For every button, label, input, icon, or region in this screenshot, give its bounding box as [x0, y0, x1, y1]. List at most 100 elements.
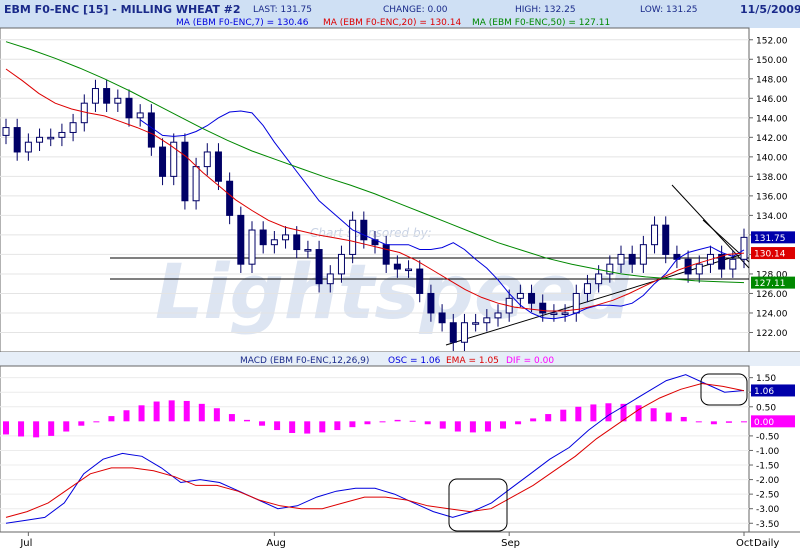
macd-histogram-bar [725, 421, 732, 423]
macd-histogram-bar [138, 405, 145, 422]
macd-dif-tag-box [751, 415, 795, 428]
macd-histogram-bar [153, 401, 160, 422]
macd-histogram-bar [530, 418, 537, 422]
macd-histogram-bar [259, 421, 266, 426]
macd-histogram-bar [198, 403, 205, 422]
macd-histogram-bar [183, 400, 190, 422]
macd-histogram-bar [228, 414, 235, 422]
candle [282, 234, 290, 241]
macd-histogram-bar [439, 421, 446, 429]
ma7-line [139, 110, 745, 320]
price-tick-label: 152.00 [756, 36, 788, 46]
candle [449, 322, 457, 343]
macd-histogram-bar [409, 420, 416, 422]
annotation-box-macd-high [700, 373, 748, 406]
ma50-price-tag-box [751, 276, 795, 289]
candle [192, 166, 200, 202]
candle [237, 214, 245, 265]
macd-tick-label: -0.50 [756, 432, 780, 442]
candle [583, 283, 591, 294]
macd-histogram-bar [123, 410, 130, 422]
x-tick-label: Oct [736, 538, 753, 549]
candle [729, 258, 737, 270]
candle [740, 236, 748, 260]
price-tick-label: 122.00 [756, 329, 788, 339]
candle [24, 141, 32, 153]
last-price: LAST: 131.75 [253, 5, 312, 15]
candle [159, 146, 167, 177]
macd-histogram-bar [289, 421, 296, 433]
candle [405, 268, 413, 272]
osc-legend: OSC = 1.06 [388, 356, 441, 366]
annotation-box-macd-low [448, 478, 508, 532]
macd-histogram-bar [18, 421, 25, 437]
price-tick-label: 144.00 [756, 114, 788, 124]
candle [360, 219, 368, 241]
price-panel [0, 27, 750, 353]
macd-panel [0, 365, 750, 533]
x-tick-label: Sep [501, 538, 520, 549]
macd-histogram-bar [93, 421, 100, 423]
macd-histogram-bar [620, 403, 627, 422]
candle [203, 151, 211, 168]
macd-histogram-bar [590, 404, 597, 422]
candle [662, 224, 670, 255]
candle [494, 312, 502, 319]
ma50-price-tag: 127.11 [754, 279, 786, 289]
macd-ema-line [5, 382, 745, 518]
candle [315, 249, 323, 285]
macd-tick-label: 0.50 [756, 403, 776, 413]
macd-tick-label: 1.50 [756, 374, 776, 384]
macd-histogram-bar [168, 400, 175, 422]
price-tick-label: 138.00 [756, 173, 788, 183]
candle [427, 292, 435, 314]
candle [36, 136, 44, 143]
ma20-legend: MA (EBM F0-ENC,20) = 130.14 [323, 18, 461, 28]
candle [617, 253, 625, 265]
candle [695, 263, 703, 275]
candle [550, 312, 558, 315]
candle [103, 88, 111, 104]
macd-histogram-bar [349, 421, 356, 428]
candle [628, 253, 636, 265]
macd-histogram-bar [605, 403, 612, 422]
macd-histogram-bar [364, 421, 371, 425]
last-price-tag-box [751, 231, 795, 244]
candle [718, 253, 726, 270]
candle [416, 268, 424, 294]
ma50-legend: MA (EBM F0-ENC,50) = 127.11 [472, 18, 610, 28]
price-tick-label: 142.00 [756, 134, 788, 144]
candle [472, 322, 480, 325]
macd-histogram-bar [635, 405, 642, 422]
macd-histogram-bar [650, 408, 657, 422]
macd-tick-label: -3.00 [756, 505, 780, 515]
macd-tick-label: -1.00 [756, 447, 780, 457]
ma7-legend: MA (EBM F0-ENC,7) = 130.46 [176, 18, 309, 28]
candle [438, 312, 446, 324]
macd-osc-line [5, 374, 745, 524]
candle [270, 239, 278, 246]
brand-watermark: Lightspeed [155, 247, 633, 336]
macd-histogram-bar [454, 421, 461, 432]
ma20-price-tag-box [751, 247, 795, 260]
header-date: 11/5/2009 [740, 3, 800, 16]
candle [2, 127, 10, 136]
macd-histogram-bar [78, 421, 85, 426]
macd-histogram-bar [213, 408, 220, 422]
candle [639, 244, 647, 265]
macd-histogram-bar [469, 421, 476, 433]
macd-histogram-bar [379, 421, 386, 423]
x-tick-label: Aug [266, 538, 286, 549]
candle [595, 273, 603, 285]
candle [539, 302, 547, 314]
candle [393, 263, 401, 270]
macd-histogram-bar [48, 421, 55, 436]
candle [91, 88, 99, 104]
macd-dif-tag: 0.00 [754, 418, 774, 428]
candle [349, 219, 357, 255]
candle [147, 112, 155, 148]
price-tick-label: 134.00 [756, 212, 788, 222]
candle [528, 292, 536, 304]
macd-histogram-bar [334, 421, 341, 431]
macd-histogram-bar [108, 416, 115, 422]
